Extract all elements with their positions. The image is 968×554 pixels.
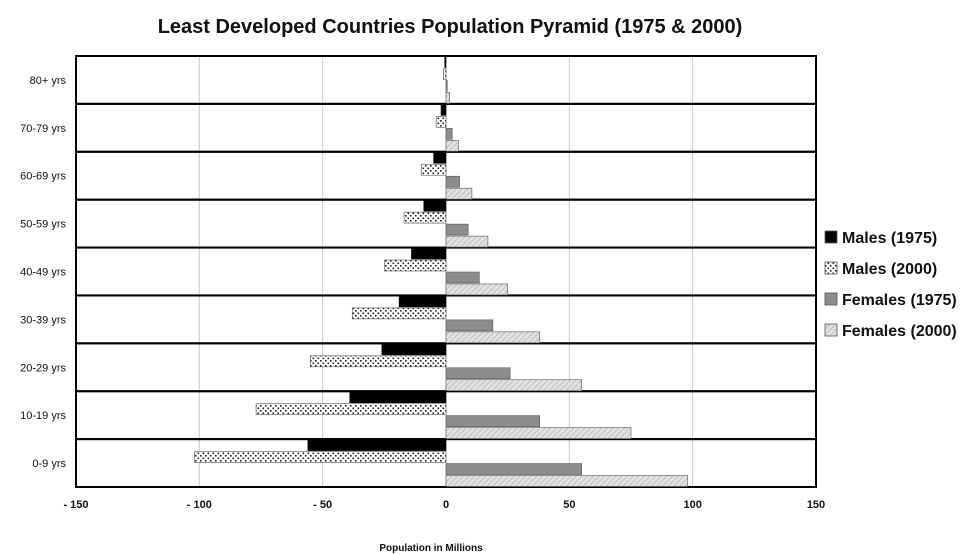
bar-s2-c1 <box>445 128 453 140</box>
x-tick-label-4: 50 <box>563 499 575 511</box>
bar-s2-c5 <box>445 319 494 332</box>
x-tick-label-0: - 150 <box>63 499 88 511</box>
category-label-2: 60-69 yrs <box>20 171 66 183</box>
bar-s0-c8 <box>307 439 447 451</box>
bar-s1-c8 <box>194 451 447 463</box>
bar-s0-c3 <box>423 199 447 212</box>
x-tick-labels: - 150 - 100 - 50 0 50 100 150 <box>63 499 825 511</box>
x-axis-label: Population in Millions <box>379 543 483 554</box>
bar-s3-c1 <box>445 140 459 152</box>
bar-s0-c2 <box>433 151 447 164</box>
bar-s2-c4 <box>445 271 480 284</box>
category-label-6: 20-29 yrs <box>20 362 66 374</box>
category-label-7: 10-19 yrs <box>20 410 66 422</box>
bar-s2-c2 <box>445 175 460 188</box>
category-labels: 80+ yrs 70-79 yrs 60-69 yrs 50-59 yrs 40-49 … <box>20 75 66 470</box>
bar-s2-c0 <box>445 80 448 92</box>
category-band-8 <box>75 438 817 489</box>
bar-s2-c8 <box>445 463 582 475</box>
bar-s1-c1 <box>435 116 447 128</box>
category-label-0: 80+ yrs <box>30 75 67 87</box>
legend-swatch-1 <box>824 261 838 275</box>
category-label-8: 0-9 yrs <box>32 458 66 470</box>
bar-s0-c5 <box>398 295 447 308</box>
legend-swatch-0 <box>824 230 838 244</box>
x-tick-label-3: 0 <box>443 499 449 511</box>
legend-swatch-3 <box>824 323 838 337</box>
bar-s0-c0 <box>444 56 447 68</box>
bar-s3-c0 <box>445 92 450 104</box>
chart-title: Least Developed Countries Population Pyr… <box>158 16 743 38</box>
x-tick-label-6: 150 <box>807 499 825 511</box>
bar-s2-c6 <box>445 367 511 380</box>
bar-s2-c3 <box>445 223 469 236</box>
legend-swatch-2 <box>824 292 838 306</box>
bar-s1-c5 <box>351 307 447 320</box>
legend-label-3: Females (2000) <box>842 323 957 340</box>
bar-s1-c7 <box>255 403 447 415</box>
bar-s0-c1 <box>440 104 447 116</box>
bar-s3-c3 <box>445 235 489 248</box>
bar-s0-c6 <box>381 343 447 356</box>
x-tick-label-2: - 50 <box>313 499 332 511</box>
bar-s2-c7 <box>445 415 541 427</box>
bar-s0-c7 <box>349 391 447 403</box>
legend-label-2: Females (1975) <box>842 292 957 309</box>
category-label-4: 40-49 yrs <box>20 267 66 279</box>
legend-label-0: Males (1975) <box>842 230 937 247</box>
bar-s3-c5 <box>445 331 541 344</box>
bar-s1-c2 <box>421 163 447 176</box>
legend: Males (1975) Males (2000) Females (1975) Fe… <box>824 230 957 340</box>
bar-s3-c7 <box>445 427 632 439</box>
bar-s3-c2 <box>445 187 473 200</box>
x-tick-label-1: - 100 <box>187 499 212 511</box>
category-label-3: 50-59 yrs <box>20 219 66 231</box>
category-label-1: 70-79 yrs <box>20 123 66 135</box>
category-bands <box>75 55 817 489</box>
bars <box>194 56 689 487</box>
bar-s1-c4 <box>384 259 447 272</box>
bar-s1-c3 <box>403 211 447 224</box>
x-tick-label-5: 100 <box>683 499 701 511</box>
bar-s1-c6 <box>310 355 447 368</box>
bar-s3-c6 <box>445 379 582 392</box>
category-label-5: 30-39 yrs <box>20 314 66 326</box>
legend-label-1: Males (2000) <box>842 261 937 278</box>
bar-s0-c4 <box>411 247 447 260</box>
bar-s3-c4 <box>445 283 508 296</box>
bar-s3-c8 <box>445 475 689 487</box>
bar-s1-c0 <box>443 68 447 80</box>
